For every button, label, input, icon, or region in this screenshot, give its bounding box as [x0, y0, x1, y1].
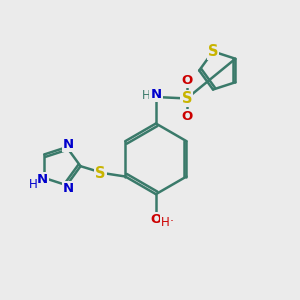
- Text: N: N: [63, 138, 74, 151]
- Text: N: N: [150, 88, 161, 101]
- Text: ·: ·: [169, 215, 173, 228]
- Text: N: N: [63, 182, 74, 195]
- Text: O: O: [181, 74, 192, 87]
- Text: S: S: [208, 44, 218, 59]
- Text: O: O: [181, 110, 192, 123]
- Text: S: S: [182, 91, 192, 106]
- Text: H: H: [142, 89, 151, 102]
- Text: O: O: [150, 213, 161, 226]
- Text: H: H: [161, 216, 170, 229]
- Text: H: H: [29, 178, 38, 191]
- Text: N: N: [37, 173, 48, 186]
- Text: S: S: [95, 166, 106, 181]
